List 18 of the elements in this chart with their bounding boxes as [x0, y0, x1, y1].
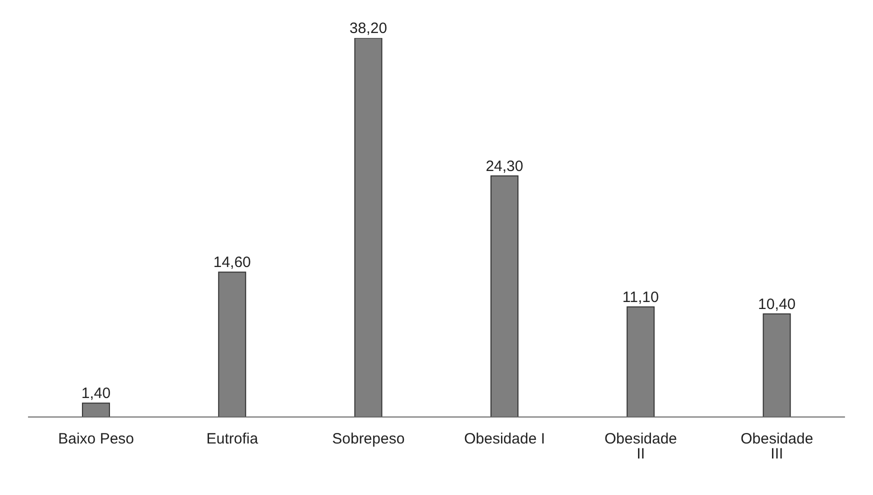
data-label: 24,30	[486, 158, 524, 175]
x-tick-label: Baixo Peso	[58, 430, 134, 448]
bar	[762, 313, 791, 417]
bar	[490, 175, 518, 417]
data-label: 10,40	[758, 296, 796, 313]
data-label: 11,10	[622, 288, 659, 306]
x-tick-label: Eutrofia	[206, 430, 259, 448]
x-tick-label: Obesidade II	[604, 430, 678, 463]
data-label: 1,40	[81, 385, 111, 402]
bar	[82, 402, 110, 417]
data-label: 38,20	[350, 20, 388, 37]
bar	[354, 38, 382, 417]
bar	[218, 272, 246, 417]
data-label: 14,60	[213, 254, 251, 272]
x-tick-label: Obesidade I	[464, 430, 546, 448]
x-tick-label: Obesidade III	[740, 430, 814, 463]
bar	[626, 306, 655, 417]
x-tick-label: Sobrepeso	[332, 430, 405, 448]
